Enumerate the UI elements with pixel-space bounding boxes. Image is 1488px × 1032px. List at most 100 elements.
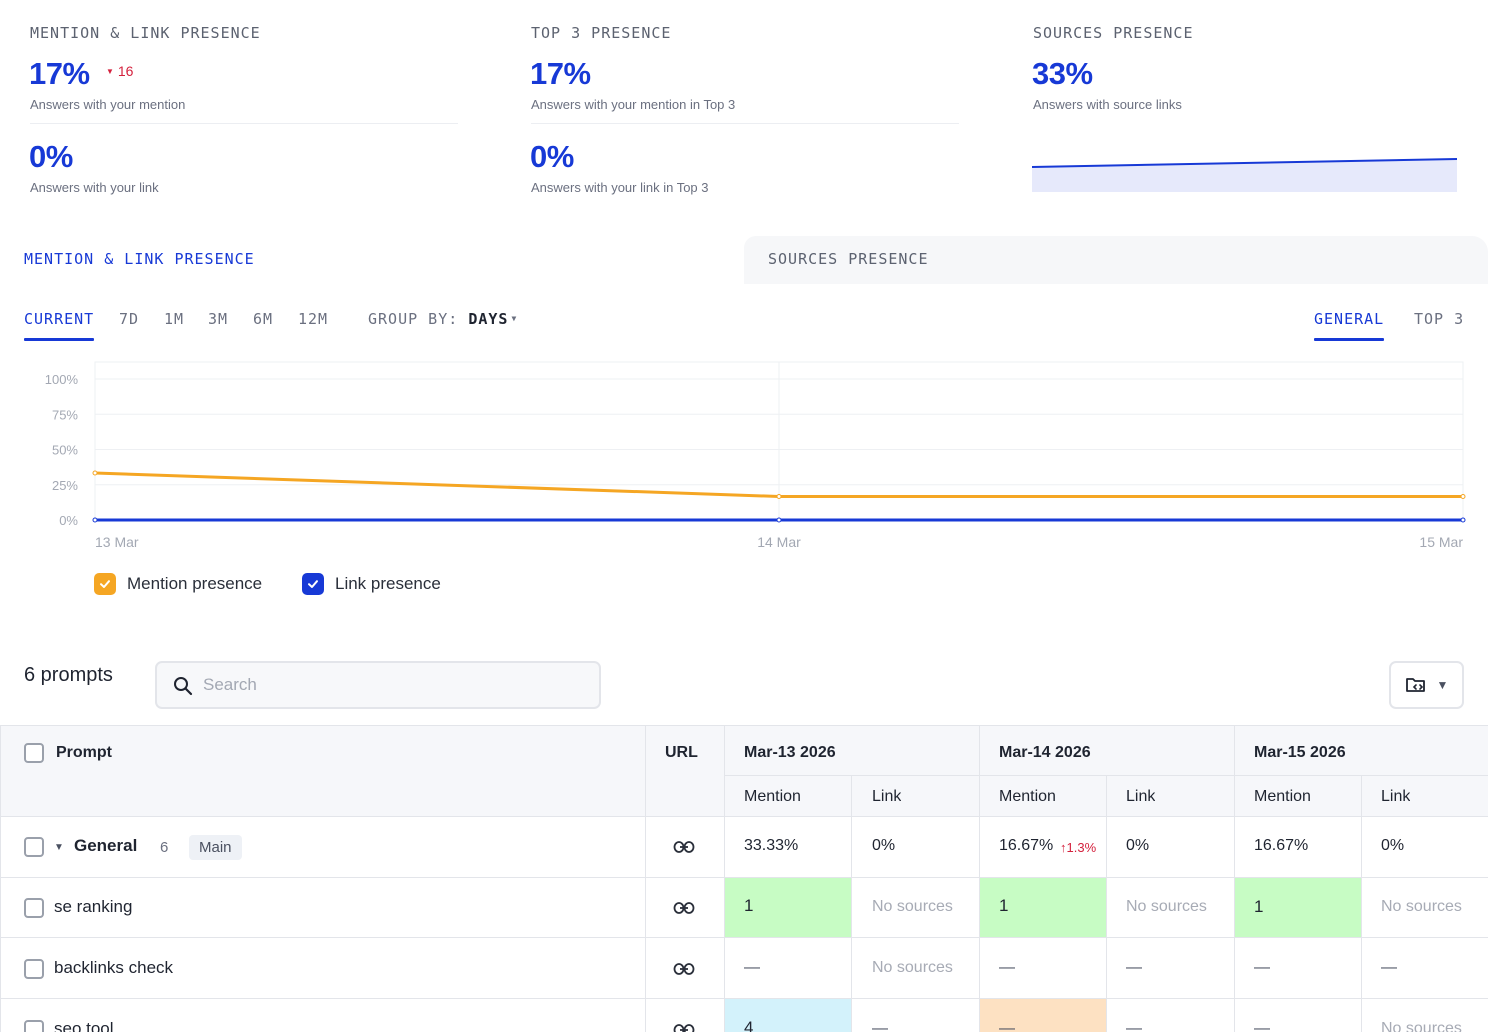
presence-line-chart: 100% 75% 50% 25% 0% 13 Mar 14 Mar 15 Mar [45,361,1466,550]
sparkline-line [1032,158,1458,168]
range-tab-1m[interactable]: 1M [164,310,185,328]
header-date[interactable]: Mar-15 2026 [1254,744,1346,761]
cell-value: 16.67% [999,837,1054,854]
prompt-name[interactable]: se ranking [54,897,133,916]
data-point [1460,517,1466,523]
link-icon[interactable] [673,897,695,919]
link-icon[interactable] [673,836,695,858]
legend-mention-presence[interactable]: Mention presence [94,572,262,596]
mention-presence-subtitle: Answers with your mention [30,97,186,112]
group-name[interactable]: General [74,836,138,855]
cell-highlight [980,878,1106,937]
top3-mention-value: 17% [530,56,591,91]
top3-link-value: 0% [530,139,574,174]
header-date[interactable]: Mar-14 2026 [999,744,1091,761]
kpi-mention-link-title: MENTION & LINK PRESENCE [30,24,261,42]
cell-delta-value: 1.3% [1066,839,1097,855]
folder-code-icon [1405,678,1425,692]
legend-label: Link presence [335,574,441,593]
range-tab-12m[interactable]: 12M [298,310,329,328]
y-tick-label: 0% [59,513,78,528]
mention-presence-value: 17% [29,56,90,91]
group-by-value: DAYS [468,310,509,328]
link-icon[interactable] [673,958,695,980]
cell-delta: ↑ 1.3% [1060,836,1096,858]
prompt-name[interactable]: backlinks check [54,958,174,977]
row-checkbox[interactable] [24,836,44,858]
header-prompt[interactable]: Prompt [56,744,112,761]
view-tab-top3[interactable]: TOP 3 [1414,310,1465,328]
header-date[interactable]: Mar-13 2026 [744,744,836,761]
link-icon[interactable] [673,1019,695,1032]
legend-link-presence[interactable]: Link presence [302,572,441,596]
caret-down-icon: ▼ [1436,678,1449,692]
checkbox[interactable] [24,743,44,763]
cell-value: — [872,1020,888,1032]
cell-value: 16.67% [1254,837,1309,854]
range-tab-6m[interactable]: 6M [253,310,274,328]
data-point [92,470,98,476]
cell-value[interactable]: 1 [1254,897,1264,916]
subheader-link: Link [1126,788,1156,805]
cell-value: No sources [1381,1020,1462,1032]
cell-highlight [725,999,851,1032]
cell-value: No sources [872,898,953,915]
y-tick-label: 100% [45,372,79,387]
search-input[interactable] [203,663,583,707]
caret-down-icon[interactable]: ▼ [54,841,64,853]
divider [724,725,725,1032]
cell-value: No sources [1381,898,1462,915]
folder-menu-button[interactable]: ▼ [1389,661,1464,709]
data-point [1460,493,1466,499]
header-url[interactable]: URL [665,744,698,761]
kpi-sources-title: SOURCES PRESENCE [1033,24,1194,42]
checkbox[interactable] [24,837,44,857]
cell-value[interactable]: 4 [744,1018,754,1032]
cell-value[interactable]: 1 [744,896,754,915]
top3-link-subtitle: Answers with your link in Top 3 [531,180,709,195]
checkbox[interactable] [24,959,44,979]
sources-presence-subtitle: Answers with source links [1033,97,1182,112]
tab-sources-presence[interactable]: SOURCES PRESENCE [768,250,929,268]
tab-mention-link-presence[interactable]: MENTION & LINK PRESENCE [24,250,255,268]
data-point [776,493,782,499]
cell-value: 0% [872,837,896,854]
divider [0,725,1488,726]
checkbox[interactable] [24,898,44,918]
link-presence-value: 0% [29,139,73,174]
checkbox[interactable] [24,1020,44,1032]
row-checkbox[interactable] [24,958,44,980]
search-field[interactable] [155,661,601,709]
range-tab-current[interactable]: CURRENT [24,310,95,328]
subheader-mention: Mention [1254,788,1311,805]
row-checkbox[interactable] [24,1019,44,1032]
divider [1234,725,1235,1032]
view-tab-general[interactable]: GENERAL [1314,310,1385,328]
prompt-name[interactable]: seo tool [54,1019,114,1032]
group-count: 6 [160,838,169,856]
range-tab-7d[interactable]: 7D [119,310,140,328]
range-tab-underline [24,338,94,341]
group-badge: Main [189,834,242,860]
mention-delta-value: 16 [117,63,134,79]
divider [645,725,646,1032]
cell-value: 0% [1126,837,1150,854]
checkbox-checked-icon [94,573,116,595]
cell-value: — [1254,959,1270,976]
subheader-mention: Mention [744,788,801,805]
caret-down-icon: ▼ [511,314,518,323]
cell-value: — [1381,959,1397,976]
cell-value: No sources [1126,898,1207,915]
group-by-label: GROUP BY: [368,310,459,328]
cell-value[interactable]: 1 [999,896,1009,915]
sparkline-area [1032,159,1457,192]
select-all-checkbox[interactable] [24,742,44,764]
row-checkbox[interactable] [24,897,44,919]
subheader-link: Link [1381,788,1411,805]
cell-value: — [744,959,760,976]
data-point [776,517,782,523]
range-tab-3m[interactable]: 3M [208,310,229,328]
divider [0,937,1488,938]
group-by-dropdown[interactable]: GROUP BY: DAYS ▼ [368,310,517,328]
divider [0,816,1488,817]
